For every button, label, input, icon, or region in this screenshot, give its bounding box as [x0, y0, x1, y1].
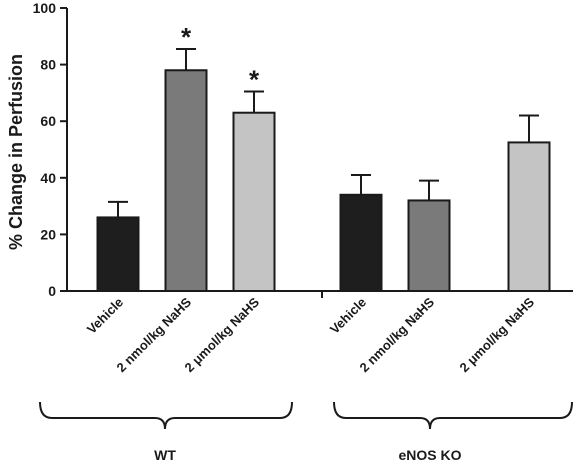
- bar: [96, 216, 140, 292]
- significance-marker: *: [181, 22, 192, 52]
- group-brackets: WT eNOS KO: [39, 401, 573, 463]
- y-tick-label: 80: [40, 57, 56, 73]
- axes: 0 20 40 60 80 100: [33, 0, 573, 299]
- group-bracket: [39, 401, 293, 430]
- category-label: 2 nmol/kg NaHS: [357, 294, 438, 375]
- significance-marker: *: [249, 64, 260, 94]
- group-label: eNOS KO: [398, 447, 461, 463]
- bar: [407, 199, 451, 292]
- group-label: WT: [154, 447, 176, 463]
- bar: [164, 69, 208, 293]
- category-label: Vehicle: [327, 295, 369, 337]
- bar: [507, 141, 551, 292]
- y-axis-label: % Change in Perfusion: [6, 54, 26, 250]
- y-tick-label: 100: [33, 0, 57, 16]
- bar: [232, 111, 276, 292]
- group-bracket: [333, 401, 573, 430]
- y-tick-label: 40: [40, 170, 56, 186]
- y-tick-label: 60: [40, 113, 56, 129]
- bars: **: [96, 22, 551, 293]
- y-tick-label: 0: [48, 283, 56, 299]
- category-label: Vehicle: [84, 295, 126, 337]
- category-label: 2 μmol/kg NaHS: [457, 294, 538, 375]
- y-tick-label: 20: [40, 226, 56, 242]
- category-label: 2 μmol/kg NaHS: [182, 294, 263, 375]
- bar: [339, 193, 383, 292]
